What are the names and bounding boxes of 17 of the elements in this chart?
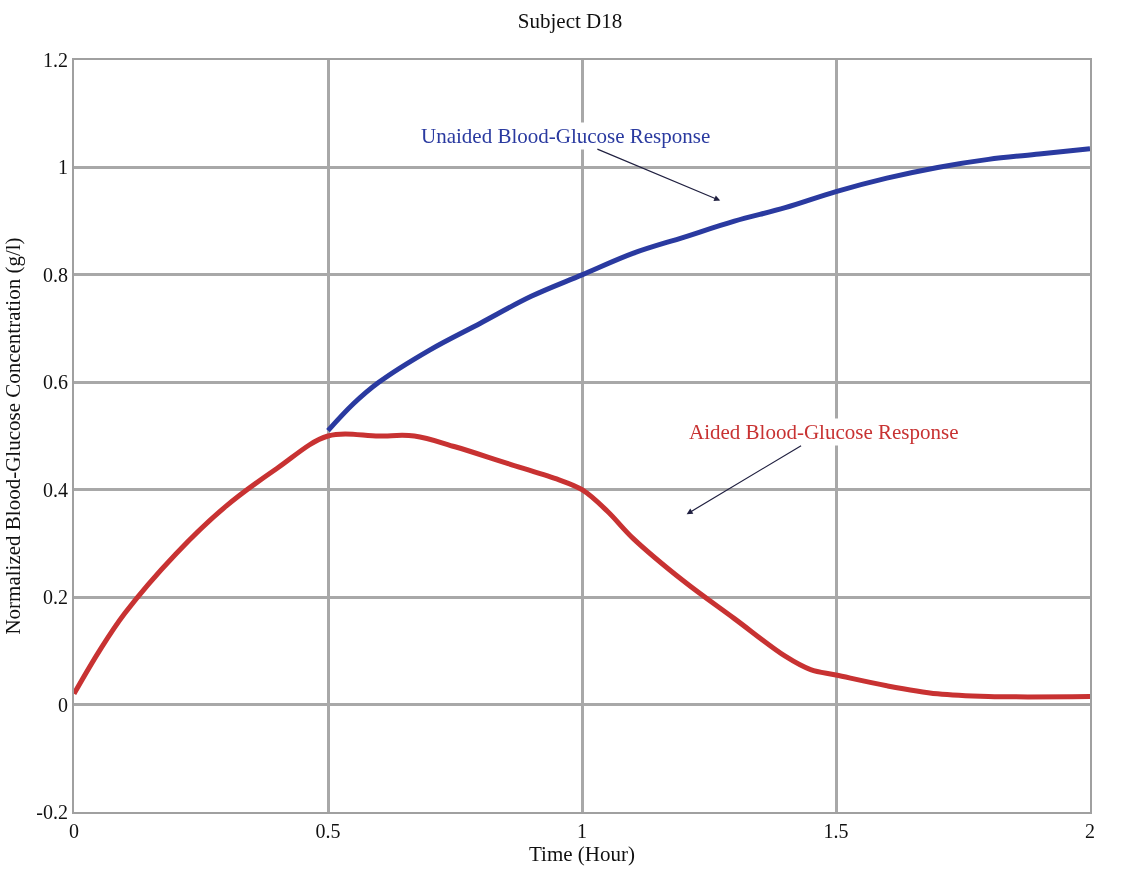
y-tick-label: 0.4 bbox=[43, 478, 68, 501]
annotation: Aided Blood-Glucose Response bbox=[689, 420, 959, 444]
y-tick-label: 0.6 bbox=[43, 371, 68, 394]
y-tick-label: -0.2 bbox=[36, 801, 68, 823]
x-tick-label: 1.5 bbox=[823, 820, 849, 842]
y-tick-label: 0 bbox=[58, 693, 68, 716]
y-axis-title: Normalized Blood-Glucose Concentration (g/l) bbox=[0, 237, 25, 635]
x-tick-label: 2 bbox=[1085, 820, 1095, 842]
x-tick-label: 0.5 bbox=[315, 820, 341, 842]
y-tick-label: 0.8 bbox=[43, 263, 68, 286]
x-tick-label: 1 bbox=[577, 820, 587, 842]
annotation: Unaided Blood-Glucose Response bbox=[421, 124, 711, 148]
y-tick-label: 0.2 bbox=[43, 586, 68, 609]
chart-title: Subject D18 bbox=[517, 8, 623, 33]
y-tick-label: 1 bbox=[58, 156, 68, 179]
x-axis-title: Time (Hour) bbox=[529, 842, 635, 866]
y-tick-label: 1.2 bbox=[43, 49, 68, 71]
